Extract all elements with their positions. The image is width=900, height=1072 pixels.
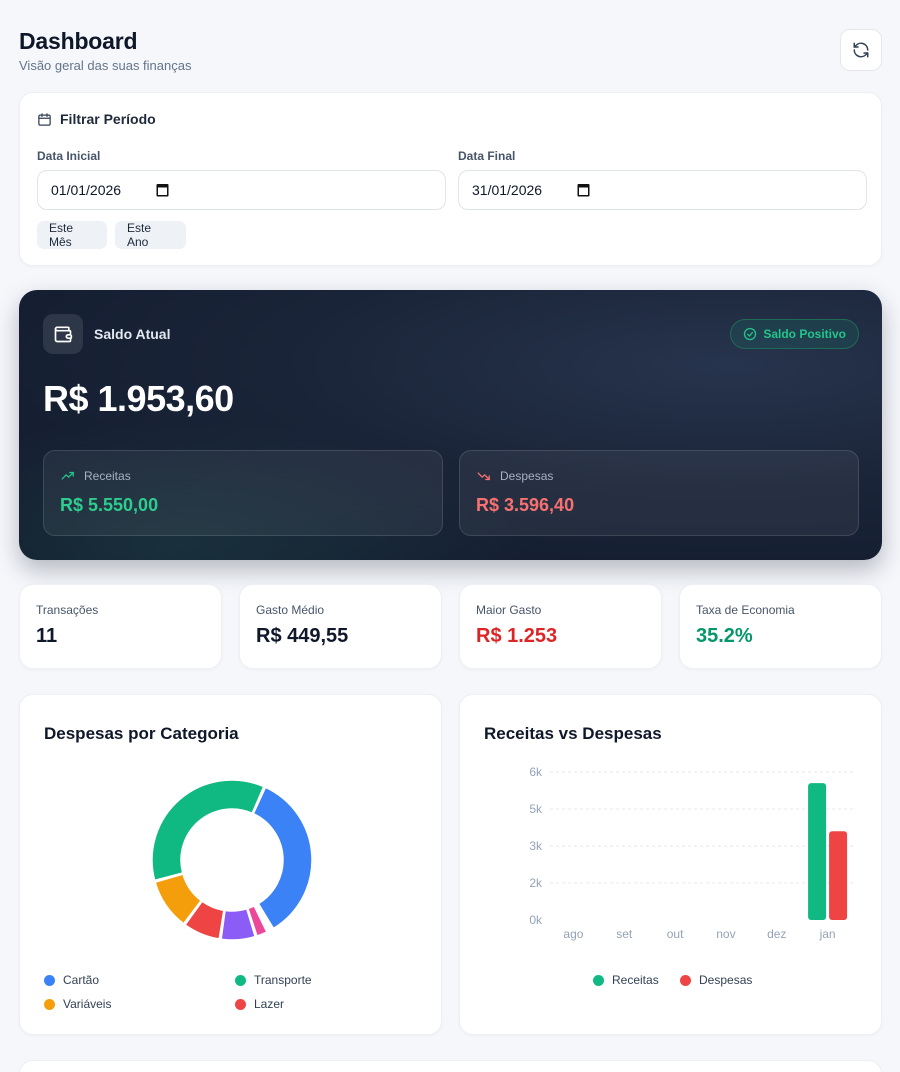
y-tick-label: 0k xyxy=(529,913,543,927)
stat-card-average-expense: Gasto Médio R$ 449,55 xyxy=(239,584,442,669)
legend-dot xyxy=(235,974,246,986)
stat-value: R$ 449,55 xyxy=(256,625,349,647)
income-value: R$ 5.550,00 xyxy=(60,495,159,515)
y-tick-label: 3k xyxy=(529,839,543,853)
filter-title-label: Filtrar Período xyxy=(60,111,156,127)
legend-label: Cartão xyxy=(63,973,100,987)
expense-label: Despesas xyxy=(500,469,554,483)
positive-balance-badge: Saldo Positivo xyxy=(730,319,859,349)
donut-slice-7[interactable] xyxy=(151,779,265,882)
legend-item-transporte[interactable]: Transporte xyxy=(235,973,312,987)
end-date-input[interactable]: 31/01/2026 xyxy=(458,170,867,210)
legend-item-cartao[interactable]: Cartão xyxy=(44,973,99,987)
end-date-label: Data Final xyxy=(458,149,516,163)
donut-slice-4[interactable] xyxy=(220,907,257,941)
page-title: Dashboard xyxy=(19,28,138,54)
donut-slice-5[interactable] xyxy=(184,900,225,940)
legend-dot xyxy=(44,974,55,986)
legend-label: Receitas xyxy=(612,973,659,987)
filter-title: Filtrar Período xyxy=(37,111,156,127)
legend-dot xyxy=(44,998,55,1010)
x-tick-label: jan xyxy=(819,927,836,941)
wallet-icon xyxy=(54,326,73,343)
balance-value: R$ 1.953,60 xyxy=(43,378,234,419)
stat-label: Gasto Médio xyxy=(256,603,325,617)
y-tick-label: 2k xyxy=(529,876,543,890)
chart-title: Receitas vs Despesas xyxy=(484,724,662,743)
refresh-button[interactable] xyxy=(840,29,882,71)
check-circle-icon xyxy=(744,327,757,341)
expense-box: Despesas R$ 3.596,40 xyxy=(459,450,859,536)
legend-dot xyxy=(235,998,246,1010)
income-box: Receitas R$ 5.550,00 xyxy=(43,450,443,536)
legend-label: Despesas xyxy=(699,973,753,987)
wallet-icon-box xyxy=(43,314,83,354)
legend-item-variaveis[interactable]: Variáveis xyxy=(44,997,111,1011)
legend-label: Variáveis xyxy=(63,997,112,1011)
bar-despesas-jan[interactable] xyxy=(829,831,848,920)
balance-card: Saldo Atual Saldo Positivo R$ 1.953,60 R… xyxy=(19,290,882,560)
this-month-button[interactable]: Este Mês xyxy=(37,221,107,249)
page-header: Dashboard Visão geral das suas finanças xyxy=(19,28,882,78)
x-tick-label: ago xyxy=(563,927,583,941)
legend-label: Transporte xyxy=(254,973,312,987)
stat-value: 11 xyxy=(36,625,58,647)
x-tick-label: dez xyxy=(767,927,786,941)
stat-card-largest-expense: Maior Gasto R$ 1.253 xyxy=(459,584,662,669)
x-tick-label: nov xyxy=(716,927,735,941)
donut-slice-2[interactable] xyxy=(254,904,271,933)
legend-item-lazer[interactable]: Lazer xyxy=(235,997,284,1011)
bar-chart: 0k 2k 3k 5k 6k ago set out nov dez jan xyxy=(529,765,855,941)
legend-item-receitas[interactable]: Receitas xyxy=(593,973,659,987)
start-date-input[interactable]: 01/01/2026 xyxy=(37,170,446,210)
stat-label: Maior Gasto xyxy=(476,603,542,617)
chart-title: Despesas por Categoria xyxy=(44,724,239,743)
donut-chart xyxy=(151,779,313,941)
donut-slice-1[interactable] xyxy=(255,903,273,931)
stat-label: Transações xyxy=(36,603,99,617)
legend-dot xyxy=(593,974,604,986)
start-date-value: 01/01/2026 xyxy=(51,182,122,198)
y-tick-label: 6k xyxy=(529,765,543,779)
stat-value: 35.2% xyxy=(696,625,753,647)
period-filter-card: Filtrar Período Data Inicial Data Final … xyxy=(19,92,882,266)
badge-label: Saldo Positivo xyxy=(763,327,846,341)
stat-card-transactions: Transações 11 xyxy=(19,584,222,669)
calendar-picker-icon[interactable] xyxy=(577,183,590,197)
expense-value: R$ 3.596,40 xyxy=(476,495,575,515)
y-tick-label: 5k xyxy=(529,802,543,816)
donut-slice-6[interactable] xyxy=(154,873,203,925)
page-subtitle: Visão geral das suas finanças xyxy=(19,58,192,73)
calendar-icon xyxy=(38,112,51,126)
x-tick-label: set xyxy=(616,927,633,941)
end-date-value: 31/01/2026 xyxy=(472,182,543,198)
legend-dot xyxy=(680,974,691,986)
this-year-button[interactable]: Este Ano xyxy=(115,221,186,249)
x-tick-label: out xyxy=(667,927,684,941)
stat-card-savings-rate: Taxa de Economia 35.2% xyxy=(679,584,882,669)
donut-slice-3[interactable] xyxy=(246,904,268,937)
legend-label: Lazer xyxy=(254,997,285,1011)
legend-item-despesas[interactable]: Despesas xyxy=(680,973,752,987)
stat-label: Taxa de Economia xyxy=(696,603,795,617)
calendar-picker-icon[interactable] xyxy=(156,183,169,197)
donut-slice-0[interactable] xyxy=(252,786,313,930)
start-date-label: Data Inicial xyxy=(37,149,101,163)
expenses-by-category-card: Despesas por Categoria Cartão Transporte… xyxy=(19,694,442,1035)
income-vs-expenses-card: Receitas vs Despesas 0k 2k 3k 5k 6k ago set out… xyxy=(459,694,882,1035)
balance-label: Saldo Atual xyxy=(94,326,171,342)
trending-up-icon xyxy=(61,471,74,480)
trending-down-icon xyxy=(477,472,490,481)
refresh-icon xyxy=(853,42,869,58)
bar-receitas-jan[interactable] xyxy=(808,783,827,920)
transactions-card xyxy=(19,1060,882,1072)
stat-value: R$ 1.253 xyxy=(476,625,558,647)
income-label: Receitas xyxy=(84,469,131,483)
